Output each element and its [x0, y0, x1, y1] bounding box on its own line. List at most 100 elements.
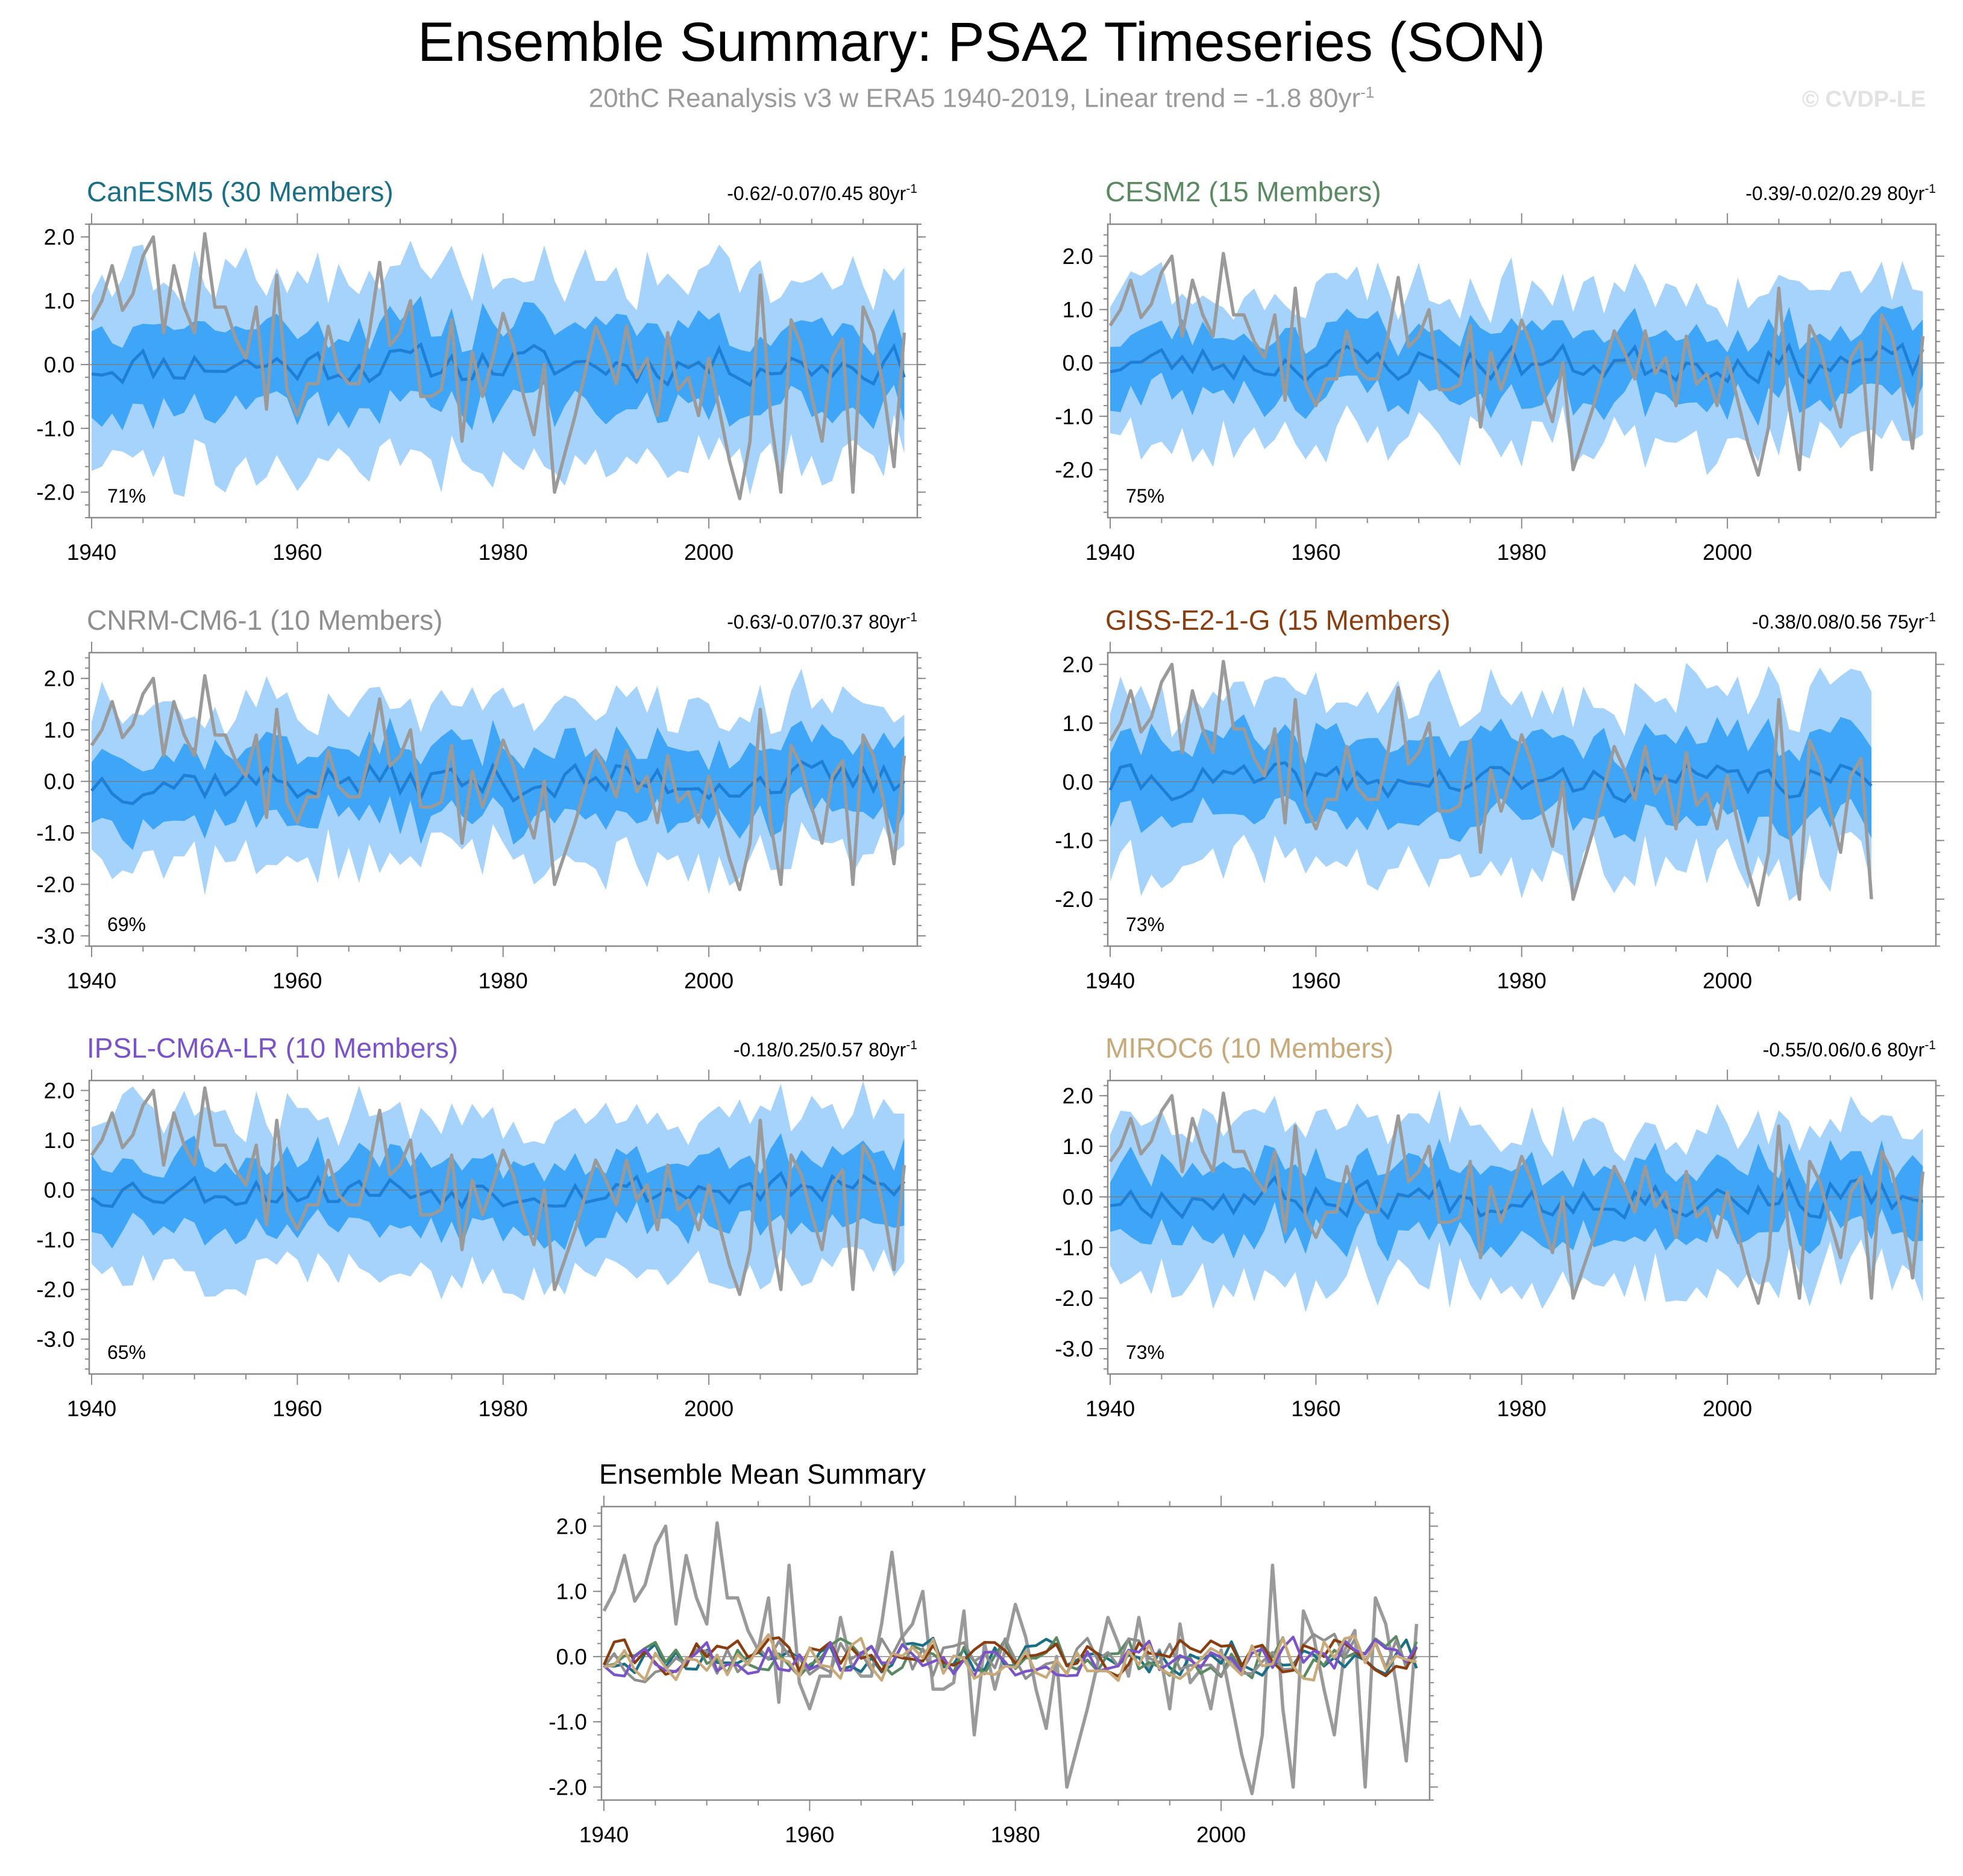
ytick-label: -1.0: [1055, 1235, 1093, 1260]
ytick-label: -3.0: [1055, 1337, 1093, 1361]
ytick-label: 2.0: [44, 1079, 75, 1103]
xtick-label: 1980: [479, 968, 528, 993]
xtick-label: 1940: [579, 1822, 629, 1847]
panel-3: CNRM-CM6-1 (10 Members) -0.63/-0.07/0.37 …: [36, 604, 926, 993]
xtick-label: 1940: [67, 968, 116, 993]
xtick-label: 1960: [272, 540, 322, 565]
xtick-label: 1940: [67, 540, 116, 565]
xtick-label: 1980: [1497, 968, 1547, 993]
ytick-label: 0.0: [44, 1178, 75, 1203]
observations-line: [602, 1521, 1419, 1795]
ytick-label: 0.0: [556, 1645, 587, 1669]
xtick-label: 1940: [1085, 968, 1135, 993]
ytick-label: -1.0: [36, 1228, 75, 1252]
panel-trend: -0.63/-0.07/0.37 80yr-1: [727, 610, 917, 633]
xtick-label: 1960: [272, 1396, 322, 1421]
xtick-label: 1980: [1497, 1396, 1547, 1421]
ytick-label: -1.0: [36, 821, 75, 845]
series-line-miroc6: [603, 1633, 1417, 1682]
spread-inner-band: [1110, 1138, 1923, 1261]
ensemble-mean-line: [90, 1171, 906, 1209]
panel-6: MIROC6 (10 Members) -0.55/0.06/0.6 80yr-1…: [1055, 1032, 1944, 1421]
observations-line: [1108, 659, 1873, 907]
ytick-label: 0.0: [1063, 770, 1093, 794]
panel-title: CNRM-CM6-1 (10 Members): [87, 604, 442, 636]
observations-line: [90, 232, 906, 500]
plot-area: [601, 1521, 1430, 1795]
ytick-label: -1.0: [1055, 829, 1093, 853]
panel-2: CESM2 (15 Members) -0.39/-0.02/0.29 80yr-…: [1055, 176, 1944, 565]
series-line-giss-e2-1-g: [602, 1636, 1418, 1678]
panel-trend-sup: -1: [906, 610, 917, 624]
ytick-label: -2.0: [1055, 457, 1093, 482]
ytick-label: -1.0: [1055, 404, 1093, 429]
ytick-label: 0.0: [1063, 351, 1093, 375]
series-line-ipsl-cm6a-lr: [603, 1636, 1418, 1678]
spread-inner-band: [92, 1133, 905, 1250]
ytick-label: -1.0: [548, 1710, 587, 1734]
xtick-label: 1960: [785, 1822, 834, 1847]
xtick-label: 1960: [1291, 540, 1340, 565]
ytick-label: -2.0: [1055, 1286, 1093, 1311]
panel-title: CanESM5 (30 Members): [87, 176, 394, 207]
ytick-label: -1.0: [36, 416, 75, 441]
xtick-label: 2000: [1703, 1396, 1752, 1421]
xtick-label: 1940: [1085, 540, 1135, 565]
panel-percent: 65%: [107, 1341, 146, 1363]
series-line-cnrm-cm6-1: [603, 1633, 1418, 1684]
ytick-label: 1.0: [556, 1580, 587, 1604]
panel-trend-sup: -1: [1924, 182, 1936, 196]
ytick-label: 2.0: [1063, 244, 1093, 269]
panel-title: CESM2 (15 Members): [1105, 176, 1381, 207]
subtitle-superscript: -1: [1360, 83, 1375, 101]
xtick-label: 1960: [1291, 1396, 1340, 1421]
ytick-label: 1.0: [44, 718, 75, 742]
xtick-label: 2000: [1196, 1822, 1246, 1847]
panel-title: IPSL-CM6A-LR (10 Members): [87, 1032, 458, 1064]
observations-line: [1108, 1091, 1925, 1305]
ytick-label: 2.0: [556, 1514, 587, 1539]
panel-percent: 73%: [1126, 1341, 1164, 1363]
panel-title: MIROC6 (10 Members): [1105, 1032, 1393, 1064]
panel-percent: 73%: [1126, 914, 1164, 935]
xtick-label: 1980: [479, 540, 528, 565]
xtick-label: 1960: [1291, 968, 1340, 993]
xtick-label: 2000: [684, 968, 733, 993]
panel-trend: -0.55/0.06/0.6 80yr-1: [1763, 1038, 1936, 1061]
subtitle-text: 20thC Reanalysis v3 w ERA5 1940-2019, Li…: [588, 83, 1361, 113]
page-subtitle: 20thC Reanalysis v3 w ERA5 1940-2019, Li…: [0, 83, 1963, 114]
panel-percent: 71%: [107, 485, 146, 507]
ytick-label: 1.0: [1063, 298, 1093, 322]
xtick-label: 1940: [67, 1396, 116, 1421]
ytick-label: 1.0: [44, 1128, 75, 1153]
panel-title: Ensemble Mean Summary: [599, 1458, 926, 1490]
ytick-label: -2.0: [1055, 887, 1093, 912]
ytick-label: -2.0: [36, 1278, 75, 1302]
ytick-label: 2.0: [44, 225, 75, 249]
observations-line: [1108, 251, 1925, 477]
panel-4: GISS-E2-1-G (15 Members) -0.38/0.08/0.56 …: [1055, 604, 1944, 993]
ytick-label: -2.0: [36, 872, 75, 897]
panel-5: IPSL-CM6A-LR (10 Members) -0.18/0.25/0.57…: [36, 1032, 926, 1421]
panel-7: Ensemble Mean Summary 2.0 1.0 0.0 -1.0 -2.0 19…: [548, 1458, 1438, 1847]
plot-area: [1108, 251, 1936, 477]
panel-trend-sup: -1: [906, 182, 917, 196]
panel-1: CanESM5 (30 Members) -0.62/-0.07/0.45 80y…: [36, 176, 926, 565]
plot-area: [89, 668, 917, 896]
panel-percent: 75%: [1126, 485, 1164, 507]
ytick-label: -3.0: [36, 1327, 75, 1352]
watermark: © CVDP-LE: [1802, 87, 1926, 112]
plot-area: [89, 232, 917, 500]
panel-trend-sup: -1: [1924, 1038, 1936, 1052]
ytick-label: 0.0: [44, 353, 75, 377]
plot-area: [1108, 1090, 1936, 1313]
panel-title: GISS-E2-1-G (15 Members): [1105, 604, 1451, 636]
page-title: Ensemble Summary: PSA2 Timeseries (SON): [417, 11, 1546, 73]
xtick-label: 1960: [272, 968, 322, 993]
ytick-label: 1.0: [44, 289, 75, 313]
panel-trend: -0.38/0.08/0.56 75yr-1: [1752, 610, 1936, 633]
ensemble-mean-line: [1108, 761, 1873, 804]
ytick-label: 0.0: [44, 770, 75, 794]
ytick-label: -3.0: [36, 924, 75, 949]
